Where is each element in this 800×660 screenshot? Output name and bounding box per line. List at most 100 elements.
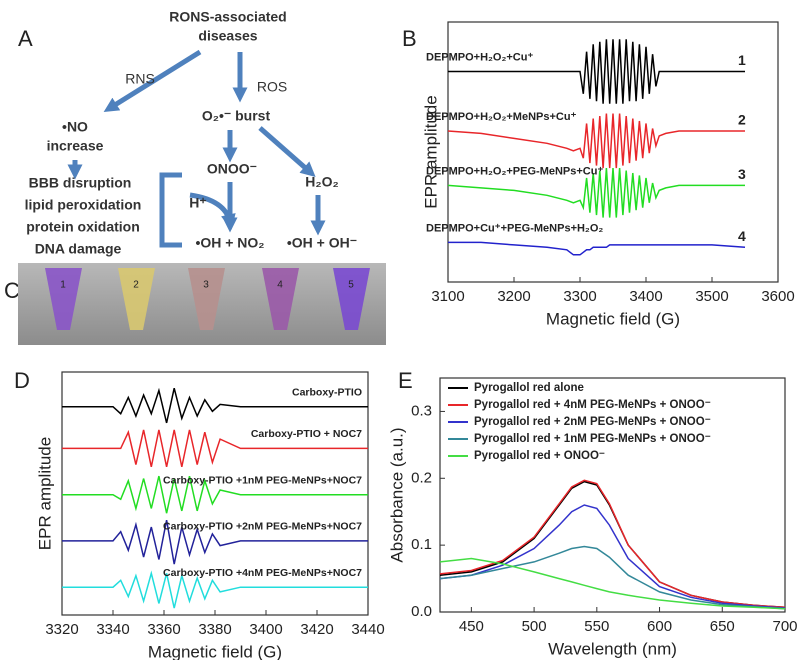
node: protein oxidation (26, 219, 140, 235)
annotation: 2 (738, 112, 746, 128)
x-tick-label: 3420 (300, 621, 333, 638)
series-label: Carboxy-PTIO +4nM PEG-MeNPs+NOC7 (163, 567, 362, 579)
tube (188, 268, 225, 330)
annotation: 4 (738, 228, 746, 244)
node: H⁺ (189, 195, 207, 211)
panel-letter: C (4, 278, 20, 303)
series-label: DEPMPO+H₂O₂+MeNPs+Cu⁺ (426, 111, 577, 123)
node: •NO (62, 119, 88, 135)
diagram (67, 49, 326, 248)
series-label: Carboxy-PTIO +2nM PEG-MeNPs+NOC7 (163, 521, 362, 533)
x-tick-label: 450 (459, 618, 484, 635)
x-tick-label: 700 (772, 618, 797, 635)
series-label: Carboxy-PTIO + NOC7 (251, 428, 362, 440)
series-label: DEPMPO+H₂O₂+Cu⁺ (426, 51, 533, 63)
x-tick-label: 3360 (147, 621, 180, 638)
tube-label: 5 (348, 280, 354, 291)
node: H₂O₂ (305, 174, 338, 190)
node: ONOO⁻ (207, 161, 257, 177)
node: DNA damage (35, 241, 122, 257)
y-tick-label: 0.2 (411, 469, 432, 486)
node: BBB disruption (29, 175, 132, 191)
arrow (189, 192, 236, 230)
tube-label: 2 (133, 280, 139, 291)
x-tick-label: 550 (584, 618, 609, 635)
series-line (439, 557, 786, 610)
photo: 1 2 3 4 5 (18, 263, 386, 345)
plot-frame (439, 377, 786, 613)
y-axis-label: Absorbance (a.u.) (387, 427, 406, 562)
node: increase (47, 138, 104, 154)
arrow (103, 49, 202, 112)
legend-label: Pyrogallol red + 4nM PEG-MeNPs + ONOO⁻ (474, 399, 711, 411)
series-line (62, 429, 368, 468)
x-tick-label: 3440 (351, 621, 384, 638)
series-line (447, 113, 745, 169)
series-line (448, 241, 746, 256)
annotation: 1 (738, 52, 746, 68)
arrow (258, 126, 316, 177)
series-line (447, 168, 745, 218)
tube-label: 1 (60, 280, 66, 291)
legend-label: Pyrogallol red + ONOO⁻ (474, 450, 605, 462)
tube (45, 268, 82, 330)
series-line (448, 39, 745, 104)
x-tick-label: 3340 (96, 621, 129, 638)
y-axis-label: EPR amplitude (421, 95, 440, 208)
x-tick-label: 3400 (249, 621, 282, 638)
x-tick-label: 500 (522, 618, 547, 635)
panel-letter: D (14, 368, 30, 393)
panel-letter: E (398, 368, 413, 393)
series-line (62, 475, 368, 514)
y-tick-label: 0.0 (411, 603, 432, 620)
x-axis-label: Magnetic field (G) (148, 642, 282, 660)
series-line (439, 479, 786, 609)
series-label: Carboxy-PTIO +1nM PEG-MeNPs+NOC7 (163, 474, 362, 486)
legend-label: Pyrogallol red alone (474, 382, 584, 394)
node: lipid peroxidation (25, 197, 142, 213)
panel-letter: B (402, 26, 417, 51)
x-tick-label: 3600 (761, 288, 794, 305)
x-tick-label: 3200 (497, 288, 530, 305)
panel-letter: A (18, 26, 33, 51)
node: RONS-associated (169, 9, 286, 25)
x-tick-label: 3300 (563, 288, 596, 305)
y-axis-label: EPR amplitude (35, 437, 54, 550)
series-label: DEPMPO+H₂O₂+PEG-MeNPs+Cu⁺ (426, 165, 603, 177)
series-line (439, 504, 786, 609)
series-line (62, 387, 368, 424)
x-tick-label: 650 (710, 618, 735, 635)
series-line (62, 519, 368, 565)
series-label: Carboxy-PTIO (292, 386, 362, 398)
legend-label: Pyrogallol red + 1nM PEG-MeNPs + ONOO⁻ (474, 433, 711, 445)
node: ROS (257, 79, 287, 95)
node: diseases (198, 28, 257, 44)
y-tick-label: 0.3 (411, 402, 432, 419)
x-axis-label: Magnetic field (G) (546, 309, 680, 328)
series-line (62, 570, 368, 609)
tube-label: 3 (203, 280, 209, 291)
node: RNS (125, 71, 155, 87)
x-tick-label: 3500 (695, 288, 728, 305)
series-label: DEPMPO+Cu⁺+PEG-MeNPs+H₂O₂ (426, 222, 603, 234)
plot-frame (447, 21, 779, 283)
y-tick-label: 0.1 (411, 536, 432, 553)
tube (118, 268, 155, 330)
x-tick-label: 3320 (45, 621, 78, 638)
x-tick-label: 3400 (629, 288, 662, 305)
node: •OH + NO₂ (195, 235, 264, 251)
tube-label: 4 (277, 280, 283, 291)
x-tick-label: 600 (647, 618, 672, 635)
node: •OH + OH⁻ (287, 235, 357, 251)
bracket (159, 172, 182, 248)
node: O₂•⁻ burst (202, 108, 271, 124)
series-line (439, 480, 786, 609)
x-tick-label: 3380 (198, 621, 231, 638)
x-axis-label: Wavelength (nm) (548, 639, 677, 658)
tube (333, 268, 370, 330)
x-tick-label: 3100 (431, 288, 464, 305)
series-line (439, 545, 786, 610)
tube (262, 268, 299, 330)
legend-label: Pyrogallol red + 2nM PEG-MeNPs + ONOO⁻ (474, 416, 711, 428)
